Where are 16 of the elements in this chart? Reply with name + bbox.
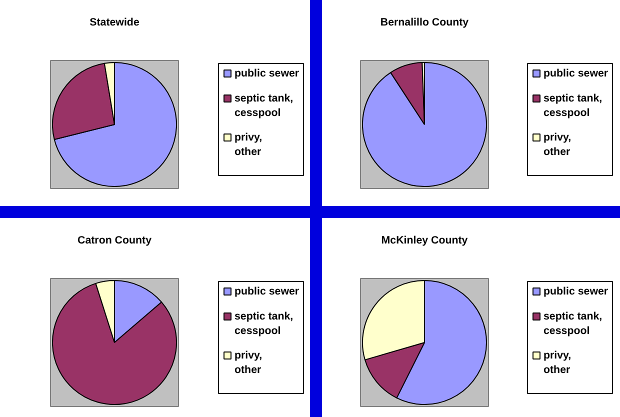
chart-title: Bernalillo County — [380, 16, 469, 28]
legend-label: privy, other — [234, 350, 262, 376]
legend-label: septic tank, cesspool — [544, 92, 602, 119]
legend-label: public sewer — [544, 68, 608, 80]
chart-title: Statewide — [90, 16, 140, 28]
legend-label: public sewer — [544, 286, 608, 298]
legend-label: public sewer — [234, 286, 300, 298]
legend-label: privy, other — [544, 132, 572, 158]
legend-label: septic tank, cesspool — [234, 310, 294, 337]
chart-title: Catron County — [78, 234, 152, 246]
chart-title: McKinley County — [381, 234, 468, 246]
legend-label: public sewer — [234, 68, 300, 80]
legend-label: septic tank, cesspool — [544, 310, 602, 337]
legend-label: septic tank, cesspool — [234, 92, 294, 119]
legend-label: privy, other — [544, 350, 572, 376]
legend-label: privy, other — [234, 132, 262, 158]
